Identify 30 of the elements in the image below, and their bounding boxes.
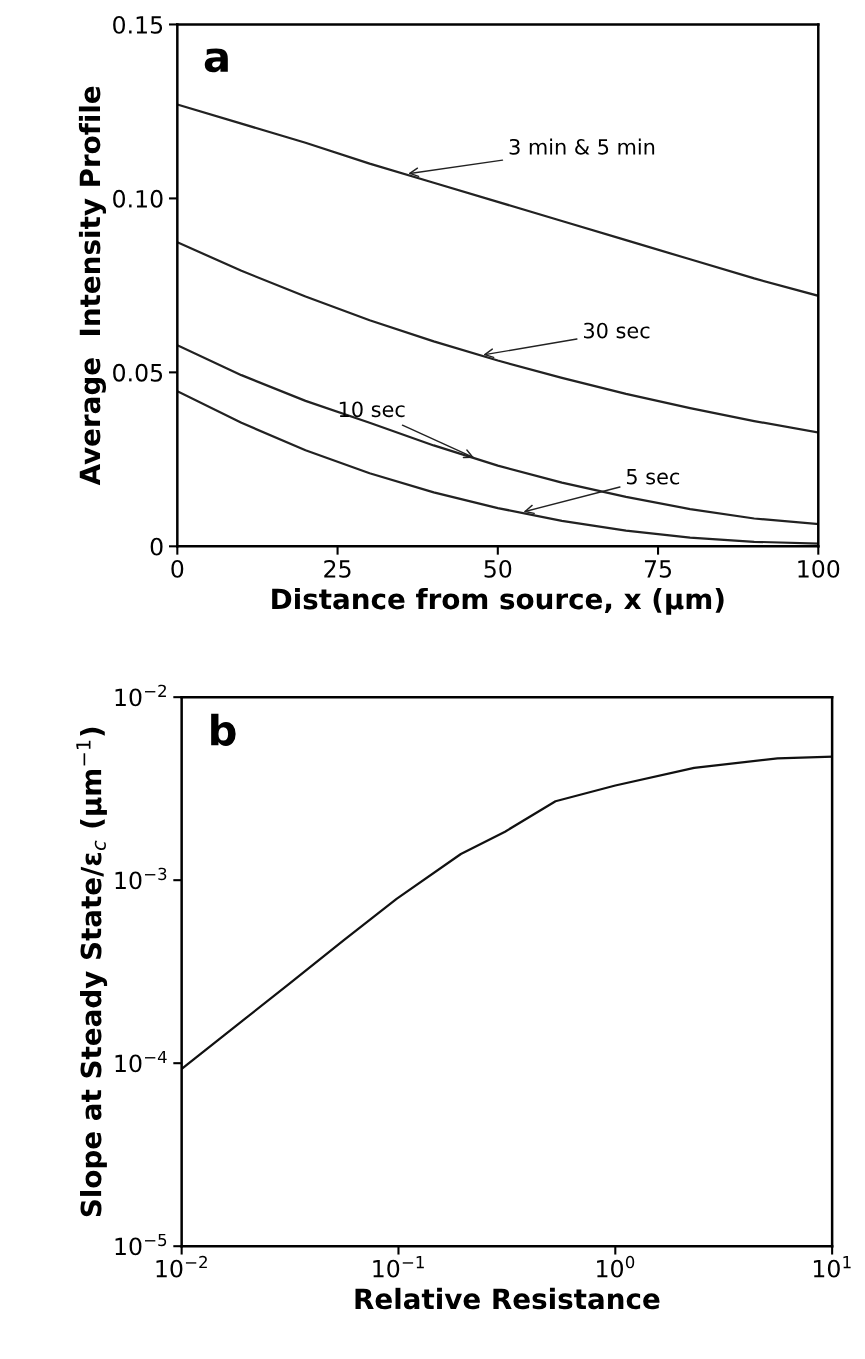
line-series bbox=[177, 241, 819, 434]
x-tick-label: 10$^{0}$ bbox=[597, 1255, 635, 1278]
annotation: 5 sec bbox=[626, 469, 680, 485]
x-axis-title: Distance from source, x (μm) bbox=[272, 587, 724, 615]
annotation: a bbox=[204, 48, 228, 73]
y-tick-label: 10$^{−4}$ bbox=[115, 1050, 167, 1073]
y-axis-title: Average Intensity Profile bbox=[78, 86, 106, 486]
annotation: 30 sec bbox=[584, 322, 650, 339]
y-tick-label: 0.10 bbox=[113, 189, 163, 208]
y-tick-label: 10$^{−5}$ bbox=[115, 1233, 167, 1256]
x-tick-label: 100 bbox=[798, 559, 840, 578]
x-tick-label: 10$^{−1}$ bbox=[373, 1256, 424, 1278]
x-tick-label: 50 bbox=[484, 559, 512, 578]
y-tick-label: 0 bbox=[150, 537, 163, 556]
y-tick-label: 0.15 bbox=[113, 15, 163, 34]
y-tick-label: 10$^{−3}$ bbox=[115, 867, 167, 890]
line-series bbox=[177, 344, 819, 526]
x-tick-label: 10$^{1}$ bbox=[813, 1256, 851, 1278]
x-axis-title: Relative Resistance bbox=[355, 1287, 660, 1310]
y-tick-label: 0.05 bbox=[113, 363, 163, 382]
y-axis-title: Slope at Steady State/ε$_{c}$ (μm$^{−1}$) bbox=[76, 727, 108, 1217]
annotation: b bbox=[211, 713, 236, 746]
y-tick-label: 10$^{−2}$ bbox=[115, 684, 166, 707]
x-tick-label: 25 bbox=[324, 559, 351, 578]
x-tick-label: 75 bbox=[644, 560, 672, 578]
annotation: 10 sec bbox=[339, 401, 405, 418]
annotation: 3 min & 5 min bbox=[509, 138, 655, 155]
line-series bbox=[177, 103, 819, 297]
x-tick-label: 10$^{−2}$ bbox=[156, 1255, 207, 1278]
x-tick-label: 0 bbox=[171, 559, 184, 578]
